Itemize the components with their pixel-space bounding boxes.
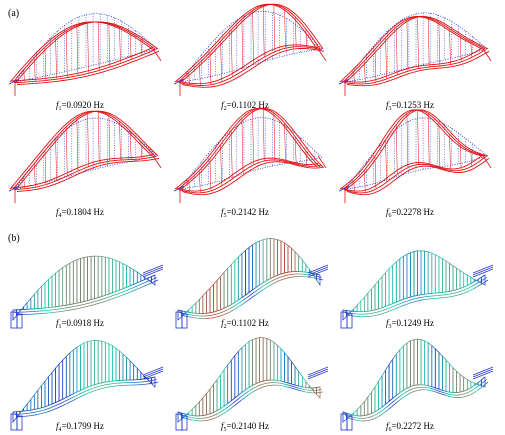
panel-b-label: (b) (8, 233, 20, 244)
mode-shape-a4 (8, 110, 162, 204)
caption-a1: f1=0.0920 Hz (55, 100, 105, 112)
caption-b2: f2=0.1102 Hz (221, 318, 269, 330)
mode-shape-a6 (338, 109, 492, 204)
mode-shape-b3 (340, 250, 494, 329)
panel-a-label: (a) (8, 8, 20, 19)
caption-b1: f1=0.0918 Hz (55, 318, 105, 330)
caption-b4: f4=0.1799 Hz (55, 421, 105, 433)
mode-shape-a5 (173, 107, 327, 204)
mode-shape-a3 (338, 12, 492, 97)
caption-b6: f6=0.2272 Hz (385, 421, 435, 433)
caption-a3: f3=0.1253 Hz (385, 100, 435, 112)
caption-a5: f5=0.2142 Hz (220, 207, 270, 219)
caption-b3: f3=0.1249 Hz (385, 318, 435, 330)
mode-shape-b2 (175, 238, 329, 329)
mode-shape-b5 (175, 337, 329, 431)
mode-shape-a1 (8, 13, 162, 97)
caption-a6: f6=0.2278 Hz (385, 207, 435, 219)
caption-b5: f5=0.2140 Hz (220, 421, 270, 433)
mode-shape-b6 (340, 338, 494, 431)
mode-shape-b1 (10, 255, 164, 329)
caption-a2: f2=0.1102 Hz (221, 100, 269, 112)
mode-shape-a2 (173, 3, 327, 97)
caption-a4: f4=0.1804 Hz (55, 207, 105, 219)
mode-shape-b4 (10, 340, 164, 431)
